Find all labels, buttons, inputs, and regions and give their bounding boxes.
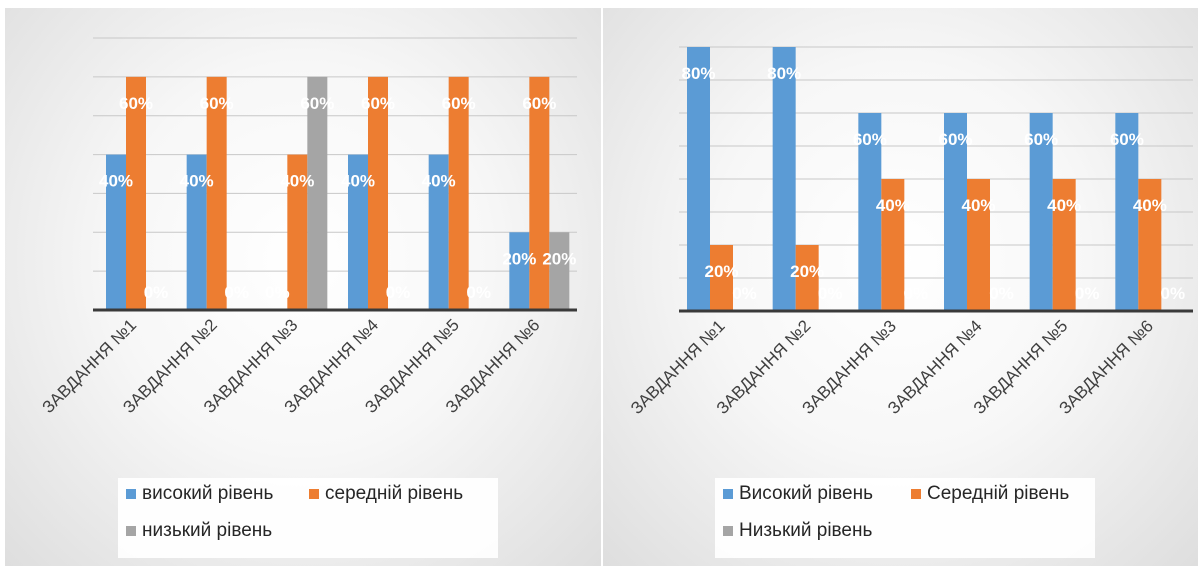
bar (772, 47, 796, 311)
chart-right-plot: 80% 80% 60% 60% 60% 60% 20% 20% 40% 40% 40% 40% 0% 0%… (627, 46, 1193, 418)
bar (1115, 113, 1139, 311)
data-label: 60% (1024, 130, 1058, 149)
bar (106, 154, 126, 310)
data-label: 0% (989, 284, 1014, 303)
data-label: 40% (341, 172, 375, 191)
bar (1029, 113, 1053, 311)
legend-left: високий рівень середній рівень низький р… (118, 478, 498, 558)
bar (307, 76, 328, 310)
bar (549, 232, 570, 310)
bar (448, 76, 469, 310)
data-label: 0% (818, 284, 843, 303)
legend-swatch (911, 489, 921, 499)
data-label: 60% (938, 130, 972, 149)
data-label: 60% (200, 94, 234, 113)
data-label: 60% (1110, 130, 1144, 149)
data-label: 40% (422, 172, 456, 191)
data-label: 0% (386, 283, 411, 302)
data-label: 20% (502, 249, 536, 268)
legend-label: Середній рівень (927, 483, 1070, 504)
legend-right: Високий рівень Середній рівень Низький р… (715, 478, 1095, 558)
bar (348, 154, 368, 310)
legend-label: високий рівень (142, 483, 274, 504)
data-label: 0% (1075, 284, 1100, 303)
legend-swatch (723, 526, 733, 536)
legend-label: низький рівень (142, 520, 273, 541)
data-label: 20% (790, 262, 824, 281)
data-label: 40% (280, 172, 314, 191)
chart-left-plot: 40% 40% 0% 40% 40% 20% 60% 60% 40% 60% 60% 60% 0% 0% 6… (39, 37, 577, 417)
data-label: 40% (180, 172, 214, 191)
data-label: 40% (1047, 196, 1081, 215)
legend-item: високий рівень (126, 483, 273, 505)
data-label: 0% (144, 283, 169, 302)
bar (687, 47, 710, 311)
legend-swatch (309, 489, 319, 499)
data-label: 60% (119, 94, 153, 113)
bar (710, 245, 733, 311)
data-label: 40% (876, 196, 910, 215)
bar (1138, 179, 1162, 311)
bar (509, 232, 530, 310)
bar (1052, 179, 1076, 311)
legend-swatch (126, 526, 136, 536)
data-label: 60% (361, 94, 395, 113)
data-label: 40% (99, 172, 133, 191)
data-label: 60% (522, 94, 556, 113)
data-label: 0% (224, 283, 249, 302)
chart-right: 80% 80% 60% 60% 60% 60% 20% 20% 40% 40% 40% 40% 0% 0%… (603, 8, 1198, 566)
legend-label: середній рівень (325, 483, 464, 504)
data-label: 20% (542, 249, 576, 268)
legend-item: Високий рівень (723, 483, 873, 505)
bar (944, 113, 967, 311)
data-label: 80% (681, 64, 715, 83)
chart-left: 40% 40% 0% 40% 40% 20% 60% 60% 40% 60% 60% 60% 0% 0% 6… (5, 8, 601, 566)
data-label: 80% (767, 64, 801, 83)
bar (881, 179, 905, 311)
bar (795, 245, 819, 311)
data-label: 0% (265, 283, 290, 302)
data-label: 60% (300, 94, 334, 113)
bar (428, 154, 449, 310)
bar (368, 76, 388, 310)
data-label: 60% (442, 94, 476, 113)
data-label: 20% (704, 262, 738, 281)
legend-swatch (126, 489, 136, 499)
bar (287, 154, 308, 310)
data-label: 0% (732, 284, 757, 303)
legend-label: Високий рівень (739, 483, 874, 504)
legend-swatch (723, 489, 733, 499)
legend-label: Низький рівень (739, 520, 873, 541)
data-label: 0% (1161, 284, 1186, 303)
data-label: 40% (961, 196, 995, 215)
data-label: 40% (1133, 196, 1167, 215)
data-label: 0% (466, 283, 491, 302)
legend-item: Низький рівень (723, 520, 872, 542)
bar (206, 76, 227, 310)
legend-item: середній рівень (309, 483, 463, 505)
bar (529, 76, 550, 310)
data-label: 60% (853, 130, 887, 149)
bar (967, 179, 990, 311)
category-label: ЗАВДАННЯ №6 (1055, 316, 1157, 418)
legend-item: Середній рівень (911, 483, 1069, 505)
bar (126, 76, 146, 310)
legend-item: низький рівень (126, 520, 272, 542)
bar (858, 113, 882, 311)
data-label: 0% (904, 284, 929, 303)
bar (186, 154, 207, 310)
